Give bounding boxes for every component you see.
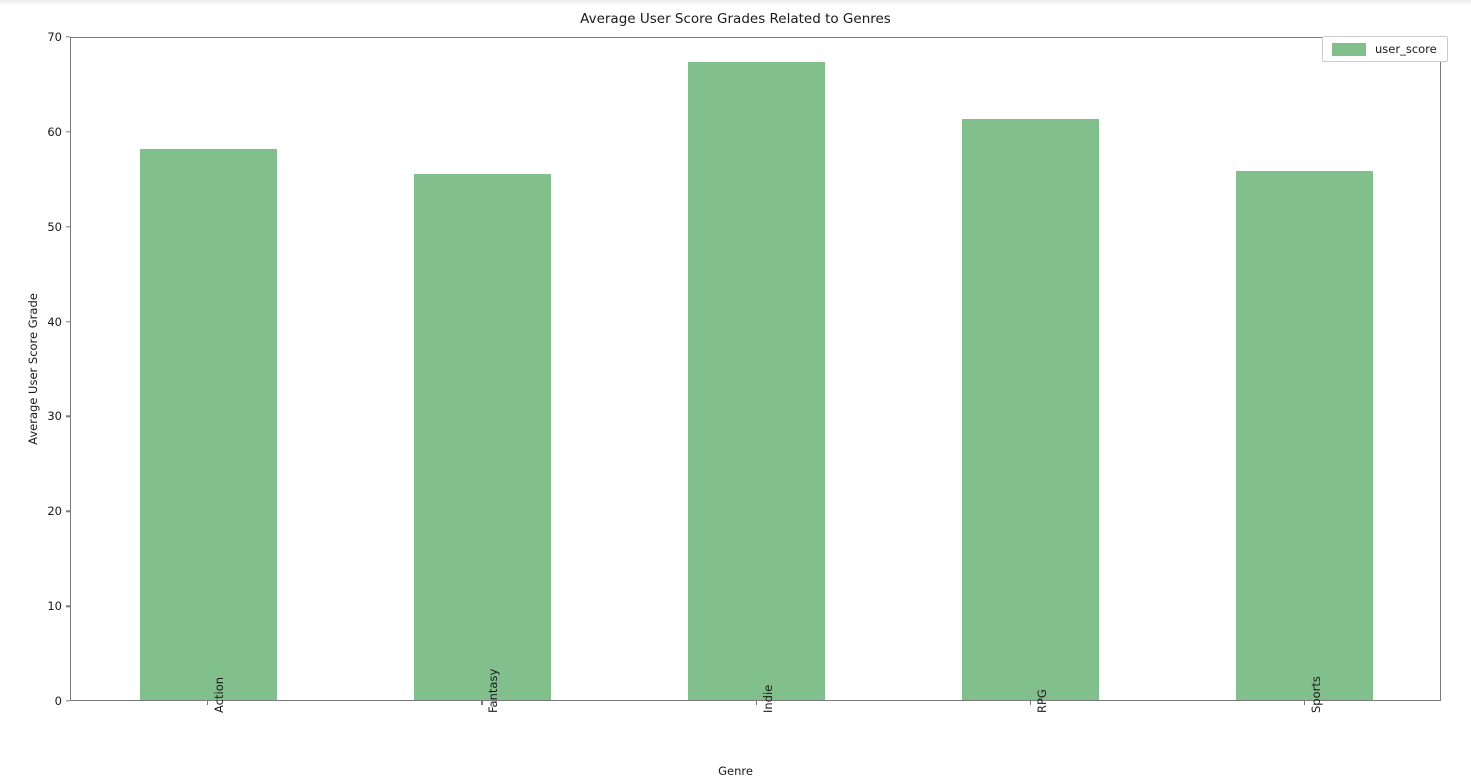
y-tick-mark-30: [66, 415, 70, 418]
bar-fantasy: [413, 173, 551, 700]
y-tick-label-30: 30: [47, 409, 62, 424]
y-axis-label: Average User Score Grade: [26, 293, 40, 445]
y-tick-mark-60: [66, 131, 70, 133]
x-tick-label-sports: Sports: [1308, 676, 1323, 713]
chart-title: Average User Score Grades Related to Gen…: [580, 11, 891, 27]
bars-layer: [71, 38, 1440, 700]
x-tick-label-fantasy: Fantasy: [486, 668, 501, 713]
y-tick-mark-40: [66, 320, 70, 323]
legend-label-user-score: user_score: [1375, 42, 1437, 56]
y-tick-label-60: 60: [47, 124, 62, 139]
x-tick-label-indie: Indie: [760, 684, 775, 713]
y-tick-mark-70: [66, 36, 70, 38]
legend-swatch-user-score: [1332, 42, 1366, 56]
plot-area: [70, 37, 1441, 701]
window-top-edge: [0, 0, 1471, 5]
y-tick-mark-20: [66, 510, 70, 512]
bar-rpg: [962, 118, 1100, 700]
y-tick-label-20: 20: [47, 504, 62, 519]
y-tick-label-70: 70: [47, 30, 62, 44]
y-tick-label-40: 40: [47, 314, 62, 329]
x-tick-mark-fantasy: [481, 701, 483, 705]
bar-sports: [1236, 170, 1374, 700]
y-tick-label-10: 10: [47, 599, 62, 614]
x-tick-mark-rpg: [1029, 701, 1032, 705]
y-tick-label-50: 50: [47, 219, 62, 234]
x-tick-mark-action: [207, 701, 209, 705]
y-tick-mark-10: [66, 605, 70, 607]
y-tick-mark-0: [66, 700, 70, 702]
x-tick-mark-indie: [755, 701, 757, 705]
bar-indie: [688, 61, 825, 700]
x-tick-label-action: Action: [212, 676, 227, 713]
chart-legend: user_score: [1322, 36, 1448, 62]
x-axis-label: Genre: [718, 764, 753, 778]
bar-action: [139, 148, 277, 700]
x-tick-label-rpg: RPG: [1034, 689, 1049, 713]
y-tick-mark-50: [66, 226, 70, 228]
x-tick-mark-sports: [1303, 701, 1306, 705]
y-tick-label-0: 0: [54, 694, 62, 708]
